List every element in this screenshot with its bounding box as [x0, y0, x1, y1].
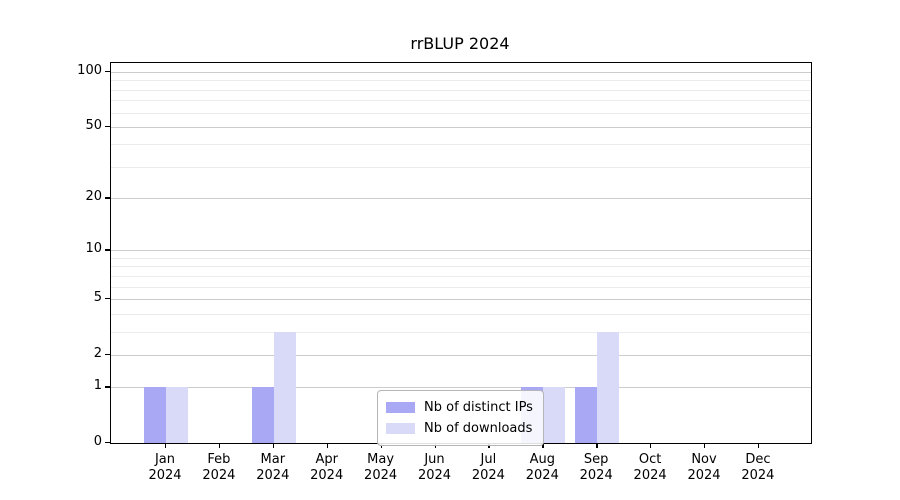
- x-tick-label-month: Jul: [480, 452, 497, 467]
- chart-title: rrBLUP 2024: [410, 34, 510, 53]
- x-tick-label-may: May 2024: [349, 452, 413, 484]
- x-tick-label-year: 2024: [633, 468, 667, 483]
- gridline-minor-80: [111, 89, 811, 91]
- gridline-minor-6: [111, 286, 811, 288]
- x-tick-mark-nov: [704, 443, 706, 448]
- y-tick-label-2: 2: [93, 345, 102, 361]
- x-tick-label-dec: Dec 2024: [726, 452, 790, 484]
- y-tick-label-10: 10: [85, 241, 102, 257]
- y-tick-label-5: 5: [93, 289, 102, 305]
- legend-entry-downloads: Nb of downloads: [386, 418, 533, 439]
- x-tick-label-apr: Apr 2024: [295, 452, 359, 484]
- bar-distinct-ips-sep: [575, 387, 598, 443]
- x-tick-mark-jan: [165, 443, 167, 448]
- legend-swatch-distinct-ips: [386, 402, 415, 413]
- legend-label-downloads: Nb of downloads: [424, 421, 533, 436]
- x-tick-label-year: 2024: [256, 468, 290, 483]
- gridline-minor-90: [111, 80, 811, 82]
- x-tick-label-year: 2024: [741, 468, 775, 483]
- gridline-major-50: [111, 126, 811, 128]
- x-tick-label-month: Dec: [745, 452, 771, 467]
- x-tick-label-month: Aug: [529, 452, 555, 467]
- gridline-major-10: [111, 250, 811, 252]
- gridlines-layer: [111, 63, 811, 443]
- y-tick-mark-1: [105, 386, 110, 388]
- x-tick-label-feb: Feb 2024: [187, 452, 251, 484]
- x-tick-label-year: 2024: [364, 468, 398, 483]
- x-tick-label-year: 2024: [148, 468, 182, 483]
- gridline-major-100: [111, 72, 811, 74]
- x-tick-label-jun: Jun 2024: [403, 452, 467, 484]
- x-tick-label-year: 2024: [202, 468, 236, 483]
- x-tick-label-month: May: [367, 452, 395, 467]
- y-tick-label-100: 100: [77, 63, 102, 79]
- x-tick-mark-feb: [218, 443, 221, 448]
- x-tick-mark-mar: [272, 443, 275, 448]
- x-tick-label-month: Jun: [424, 452, 445, 467]
- gridline-minor-8: [111, 266, 811, 268]
- x-tick-label-sep: Sep 2024: [564, 452, 628, 484]
- legend-entry-distinct-ips: Nb of distinct IPs: [386, 397, 533, 418]
- gridline-major-2: [111, 354, 811, 356]
- x-tick-label-year: 2024: [579, 468, 613, 483]
- gridline-minor-70: [111, 100, 811, 102]
- x-tick-mark-apr: [326, 443, 329, 448]
- y-tick-mark-100: [105, 71, 110, 73]
- x-tick-label-jul: Jul 2024: [456, 452, 520, 484]
- y-tick-mark-10: [105, 249, 110, 251]
- y-tick-mark-50: [105, 125, 110, 128]
- bars-layer: [111, 63, 811, 443]
- x-tick-label-nov: Nov 2024: [672, 452, 736, 484]
- y-tick-label-20: 20: [85, 189, 102, 205]
- x-tick-label-year: 2024: [525, 468, 559, 483]
- x-tick-mark-aug: [542, 443, 544, 448]
- x-tick-mark-sep: [596, 443, 598, 448]
- legend: Nb of distinct IPs Nb of downloads: [377, 390, 544, 446]
- legend-label-distinct-ips: Nb of distinct IPs: [424, 400, 533, 415]
- gridline-minor-9: [111, 257, 811, 259]
- x-tick-mark-oct: [650, 443, 652, 448]
- y-tick-label-1: 1: [93, 378, 102, 394]
- x-tick-label-month: Jan: [154, 452, 176, 467]
- gridline-minor-40: [111, 144, 811, 146]
- x-tick-label-year: 2024: [471, 468, 505, 483]
- y-tick-mark-0: [105, 442, 110, 444]
- x-tick-label-month: Oct: [638, 452, 662, 467]
- x-tick-label-month: Mar: [260, 452, 286, 467]
- x-tick-label-jan: Jan 2024: [133, 452, 197, 484]
- legend-swatch-downloads: [386, 423, 415, 434]
- bar-distinct-ips-mar: [251, 387, 274, 443]
- x-tick-label-month: Nov: [691, 452, 717, 467]
- bar-downloads-sep: [597, 331, 620, 443]
- x-tick-label-oct: Oct 2024: [618, 452, 682, 484]
- y-tick-label-50: 50: [85, 117, 102, 133]
- gridline-minor-30: [111, 166, 811, 168]
- bar-downloads-jan: [166, 387, 188, 443]
- x-tick-label-mar: Mar 2024: [241, 452, 305, 484]
- bar-distinct-ips-jan: [144, 387, 166, 443]
- x-tick-label-month: Feb: [207, 452, 231, 467]
- gridline-minor-3: [111, 331, 811, 333]
- y-tick-mark-20: [105, 197, 110, 199]
- gridline-major-1: [111, 387, 811, 389]
- x-tick-label-month: Apr: [315, 452, 338, 467]
- plot-area: Nb of distinct IPs Nb of downloads: [110, 62, 812, 446]
- gridline-major-5: [111, 298, 811, 300]
- gridline-major-20: [111, 198, 811, 200]
- gridline-minor-60: [111, 112, 811, 114]
- y-tick-label-0: 0: [93, 434, 102, 449]
- y-tick-mark-2: [105, 353, 110, 356]
- x-tick-label-month: Sep: [583, 452, 609, 467]
- bar-downloads-mar: [273, 331, 296, 443]
- y-tick-mark-5: [105, 297, 110, 300]
- x-tick-label-year: 2024: [687, 468, 721, 483]
- x-tick-label-aug: Aug 2024: [510, 452, 574, 484]
- gridline-minor-7: [111, 275, 811, 277]
- bar-downloads-aug: [543, 387, 566, 443]
- x-tick-label-year: 2024: [417, 468, 452, 483]
- x-tick-mark-dec: [757, 443, 760, 448]
- x-tick-label-year: 2024: [310, 468, 344, 483]
- gridline-minor-4: [111, 313, 811, 315]
